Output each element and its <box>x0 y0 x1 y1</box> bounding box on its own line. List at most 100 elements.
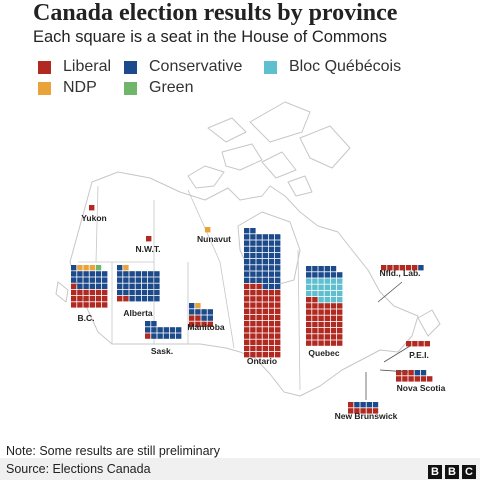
seat-square <box>141 277 148 283</box>
seat-square <box>129 289 135 296</box>
seat-square <box>154 277 160 283</box>
seat-square <box>337 340 343 346</box>
legend-item-green: Green <box>124 79 193 97</box>
seat-square <box>89 289 95 296</box>
seat-square <box>330 340 337 346</box>
seat-square <box>83 296 89 302</box>
seat-square <box>244 321 250 327</box>
seat-square <box>244 240 250 246</box>
seat-square <box>372 402 379 408</box>
seat-square <box>123 277 129 283</box>
seat-square <box>306 297 312 303</box>
seat-square <box>250 283 256 290</box>
seat-square <box>312 315 318 321</box>
seat-square <box>176 327 182 333</box>
seat-square <box>244 333 250 339</box>
footer-bar <box>0 458 480 480</box>
seat-square <box>330 290 337 297</box>
seat-square <box>268 246 275 252</box>
seat-square <box>268 296 275 302</box>
legend-swatch-ndp <box>38 81 51 95</box>
legend-item-conservative: Conservative <box>124 58 242 76</box>
seat-square <box>244 271 250 277</box>
seat-square <box>324 266 330 272</box>
seat-square <box>71 265 77 271</box>
arctic-island <box>299 125 351 169</box>
seat-square <box>244 246 250 252</box>
seat-square <box>324 309 330 315</box>
seat-square <box>77 277 83 283</box>
seat-square <box>306 309 312 315</box>
seat-square <box>95 283 102 289</box>
seat-square <box>275 302 281 308</box>
seat-square <box>268 345 275 352</box>
seat-square <box>306 328 312 334</box>
seat-square <box>318 272 324 278</box>
seat-square <box>244 352 250 358</box>
seat-square <box>148 277 154 283</box>
legend-swatch-bloc <box>264 60 277 74</box>
seat-square <box>169 327 176 333</box>
seat-square <box>268 283 275 290</box>
seat-square <box>420 376 427 382</box>
seat-square <box>268 252 275 259</box>
seat-square <box>89 265 95 271</box>
seat-square <box>244 308 250 314</box>
seat-square <box>399 265 405 271</box>
seat-square <box>268 265 275 271</box>
seat-square <box>129 296 135 302</box>
leader-line <box>377 281 403 303</box>
region-label: Nova Scotia <box>397 383 446 393</box>
seat-square <box>275 327 281 333</box>
seat-square <box>244 296 250 302</box>
seat-square <box>372 408 379 414</box>
seat-square <box>256 271 262 277</box>
seat-square <box>262 246 268 252</box>
seat-square <box>262 271 268 277</box>
bbc-logo-b1: B <box>428 465 442 479</box>
seat-square <box>418 265 424 271</box>
seat-square <box>275 277 281 283</box>
seat-square <box>306 340 312 346</box>
seat-square <box>262 333 268 339</box>
bbc-logo-b2: B <box>445 465 459 479</box>
seat-square <box>324 303 330 309</box>
seat-square <box>406 341 412 347</box>
seat-square <box>256 252 262 259</box>
seat-square <box>250 277 256 283</box>
seat-square <box>256 259 262 265</box>
seat-square <box>77 265 83 271</box>
seat-square <box>244 345 250 352</box>
seat-square <box>123 283 129 289</box>
seat-square <box>151 327 157 333</box>
region-label: New Brunswick <box>335 411 398 421</box>
seat-square <box>154 296 160 302</box>
seat-square <box>148 271 154 277</box>
seat-square <box>275 333 281 339</box>
seat-square <box>201 315 207 321</box>
seat-square <box>250 290 256 296</box>
seat-square <box>250 252 256 259</box>
seat-square <box>318 315 324 321</box>
seat-square <box>312 266 318 272</box>
seat-square <box>169 333 176 339</box>
seat-square <box>157 333 163 339</box>
seat-square <box>312 272 318 278</box>
seat-square <box>77 302 83 308</box>
seat-square <box>195 321 201 327</box>
legend-label-liberal: Liberal <box>63 58 112 75</box>
seat-square <box>275 265 281 271</box>
region-label: Yukon <box>81 213 107 223</box>
seat-square <box>151 321 157 327</box>
seat-square <box>95 289 102 296</box>
seat-square <box>163 327 169 333</box>
seat-square <box>205 227 211 233</box>
seat-square <box>117 289 123 296</box>
seat-square <box>250 339 256 345</box>
seat-square <box>262 302 268 308</box>
seat-square <box>250 265 256 271</box>
seat-square <box>312 303 318 309</box>
seat-square <box>354 402 360 408</box>
bbc-logo-c: C <box>462 465 476 479</box>
seat-square <box>337 284 343 290</box>
